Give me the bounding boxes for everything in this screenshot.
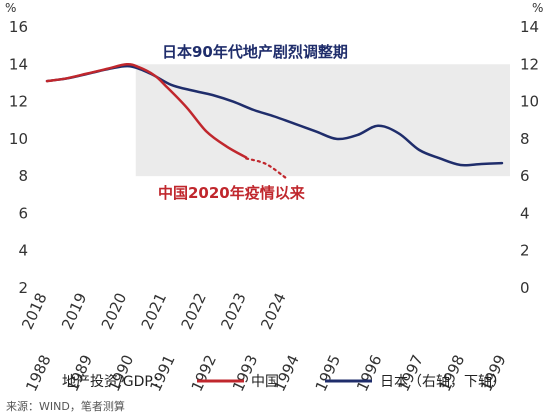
- top-x-tick-label: 2020: [98, 290, 130, 332]
- left-y-tick-label: 4: [18, 242, 28, 260]
- right-y-tick-label: 12: [520, 55, 539, 73]
- top-x-tick-label: 2023: [217, 290, 249, 332]
- right-y-tick-label: 10: [520, 93, 539, 111]
- bottom-x-tick-label: 1995: [312, 352, 344, 394]
- right-axis-unit: %: [532, 1, 543, 15]
- right-y-tick-label: 2: [520, 242, 530, 260]
- left-y-tick-label: 12: [9, 93, 28, 111]
- japan-series-line: [45, 64, 504, 167]
- left-y-tick-label: 14: [9, 55, 28, 73]
- top-x-tick-label: 2024: [257, 290, 289, 332]
- japan-period-annotation: 日本90年代地产剧烈调整期: [162, 43, 348, 61]
- left-y-tick-label: 8: [18, 167, 28, 185]
- left-y-axis: 2 4 6 8 10 12 14 16: [9, 18, 28, 297]
- left-y-tick-label: 10: [9, 130, 28, 148]
- legend-china-label: 中国: [251, 374, 279, 390]
- top-x-tick-label: 2022: [178, 290, 210, 332]
- legend-prefix: 地产投资/GDP：: [62, 374, 167, 390]
- left-y-tick-label: 6: [18, 204, 28, 222]
- left-y-tick-label: 16: [9, 18, 28, 36]
- left-axis-unit: %: [5, 1, 16, 15]
- left-y-tick-label: 2: [18, 279, 28, 297]
- right-y-tick-label: 14: [520, 18, 539, 36]
- right-y-tick-label: 6: [520, 167, 530, 185]
- top-x-tick-label: 2019: [58, 290, 90, 332]
- china-since-2020-annotation: 中国2020年疫情以来: [158, 184, 306, 202]
- top-x-tick-label: 2021: [138, 290, 170, 332]
- shaded-adjustment-region: [135, 64, 510, 177]
- bottom-x-tick-label: 1988: [22, 352, 54, 394]
- right-y-tick-label: 8: [520, 130, 530, 148]
- china-series-line: [45, 63, 248, 159]
- source-note: 来源：WIND，笔者测算: [6, 399, 125, 413]
- top-x-axis: 2018 2019 2020 2021 2022 2023 2024: [18, 290, 289, 332]
- bottom-x-tick-label: 1992: [188, 352, 220, 394]
- china-projection-line: [245, 157, 288, 180]
- legend-japan-label: 日本（右轴，下轴）: [380, 374, 506, 390]
- right-y-axis: 0 2 4 6 8 10 12 14: [520, 18, 539, 297]
- right-y-tick-label: 0: [520, 279, 530, 297]
- right-y-tick-label: 4: [520, 204, 530, 222]
